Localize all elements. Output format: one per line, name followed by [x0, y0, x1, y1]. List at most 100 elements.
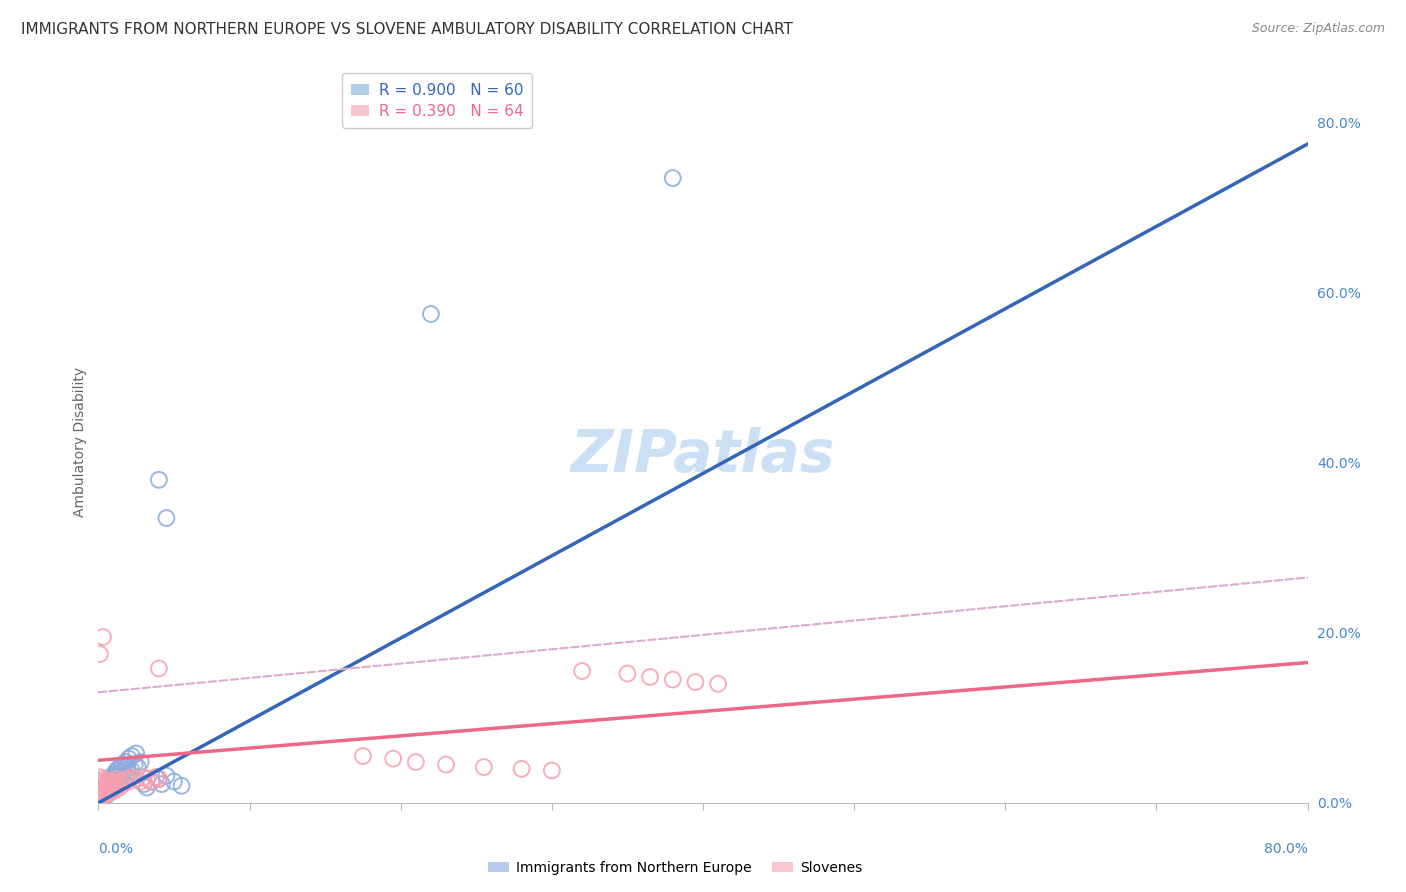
Point — [150, 777, 173, 791]
Point — [110, 760, 132, 774]
Point — [141, 774, 163, 789]
Legend: Immigrants from Northern Europe, Slovenes: Immigrants from Northern Europe, Slovene… — [482, 855, 868, 880]
Point — [107, 762, 129, 776]
Point — [91, 783, 114, 797]
Point — [114, 755, 136, 769]
Point — [141, 774, 163, 789]
Point — [96, 774, 118, 789]
Point — [510, 762, 533, 776]
Point — [118, 774, 141, 789]
Point — [105, 779, 128, 793]
Point — [103, 780, 125, 795]
Point — [121, 749, 143, 764]
Point — [100, 780, 122, 795]
Text: IMMIGRANTS FROM NORTHERN EUROPE VS SLOVENE AMBULATORY DISABILITY CORRELATION CHA: IMMIGRANTS FROM NORTHERN EUROPE VS SLOVE… — [21, 22, 793, 37]
Point — [155, 769, 177, 783]
Point — [105, 772, 128, 786]
Point — [101, 783, 124, 797]
Point — [148, 772, 170, 786]
Point — [103, 769, 125, 783]
Point — [352, 749, 374, 764]
Point — [107, 777, 129, 791]
Point — [93, 780, 115, 795]
Point — [90, 787, 112, 801]
Point — [121, 764, 143, 778]
Point — [91, 779, 114, 793]
Point — [98, 772, 121, 786]
Point — [98, 779, 121, 793]
Point — [96, 786, 118, 800]
Text: ZIPatlas: ZIPatlas — [571, 427, 835, 484]
Point — [107, 770, 129, 784]
Point — [104, 774, 127, 789]
Point — [89, 783, 111, 797]
Point — [91, 783, 114, 797]
Point — [103, 774, 125, 789]
Y-axis label: Ambulatory Disability: Ambulatory Disability — [73, 367, 87, 516]
Point — [638, 670, 661, 684]
Point — [90, 786, 112, 800]
Point — [148, 661, 170, 675]
Point — [96, 780, 118, 795]
Point — [135, 772, 157, 786]
Point — [115, 760, 138, 774]
Text: Source: ZipAtlas.com: Source: ZipAtlas.com — [1251, 22, 1385, 36]
Point — [100, 780, 122, 795]
Point — [94, 787, 117, 801]
Point — [110, 774, 132, 789]
Point — [124, 757, 146, 772]
Point — [111, 777, 134, 791]
Point — [93, 786, 115, 800]
Point — [94, 777, 117, 791]
Point — [94, 789, 117, 803]
Point — [93, 780, 115, 795]
Point — [104, 783, 127, 797]
Point — [103, 777, 125, 791]
Point — [101, 779, 124, 793]
Point — [661, 673, 683, 687]
Point — [132, 770, 155, 784]
Text: 80.0%: 80.0% — [1264, 842, 1308, 855]
Point — [661, 171, 683, 186]
Legend: R = 0.900   N = 60, R = 0.390   N = 64: R = 0.900 N = 60, R = 0.390 N = 64 — [342, 73, 533, 128]
Point — [89, 774, 111, 789]
Point — [707, 677, 730, 691]
Point — [94, 777, 117, 791]
Point — [148, 473, 170, 487]
Point — [145, 770, 167, 784]
Point — [91, 787, 114, 801]
Point — [420, 307, 443, 321]
Point — [90, 789, 112, 803]
Point — [155, 511, 177, 525]
Point — [132, 777, 155, 791]
Point — [104, 766, 127, 780]
Point — [434, 757, 457, 772]
Point — [110, 774, 132, 789]
Point — [100, 774, 122, 789]
Point — [125, 747, 148, 761]
Point — [111, 769, 134, 783]
Point — [114, 772, 136, 786]
Point — [93, 774, 115, 789]
Point — [121, 770, 143, 784]
Point — [472, 760, 495, 774]
Point — [105, 772, 128, 786]
Point — [90, 780, 112, 795]
Point — [118, 751, 141, 765]
Point — [98, 777, 121, 791]
Point — [100, 774, 122, 789]
Point — [118, 766, 141, 780]
Point — [135, 780, 157, 795]
Point — [89, 787, 111, 801]
Point — [145, 770, 167, 784]
Point — [540, 764, 562, 778]
Point — [108, 780, 131, 795]
Point — [96, 774, 118, 789]
Point — [125, 772, 148, 786]
Point — [90, 789, 112, 803]
Point — [100, 786, 122, 800]
Point — [89, 647, 111, 661]
Point — [382, 751, 405, 765]
Point — [108, 766, 131, 780]
Point — [685, 675, 707, 690]
